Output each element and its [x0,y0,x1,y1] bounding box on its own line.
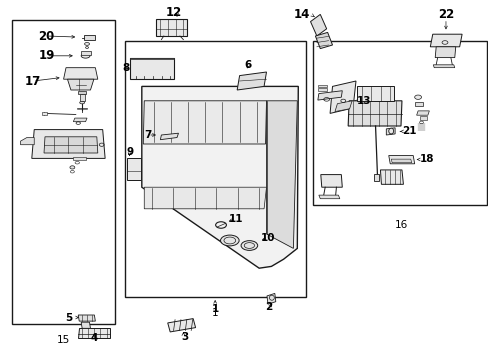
Polygon shape [78,315,95,321]
Bar [12,20,115,324]
Polygon shape [167,319,195,332]
Polygon shape [63,68,98,79]
Polygon shape [310,14,326,36]
Bar [81,51,91,55]
Ellipse shape [388,128,393,134]
Polygon shape [390,159,411,163]
Polygon shape [67,79,94,90]
Polygon shape [347,101,401,126]
Polygon shape [266,293,275,304]
Ellipse shape [70,166,75,169]
Text: 8: 8 [122,63,129,73]
Text: 20: 20 [38,30,55,42]
Bar [373,174,379,181]
Text: 1: 1 [211,303,218,314]
Polygon shape [329,81,355,113]
Polygon shape [356,86,393,101]
Polygon shape [317,91,342,100]
Bar [317,88,326,91]
Text: 16: 16 [393,220,407,230]
Polygon shape [416,111,428,115]
Text: 4: 4 [90,333,98,343]
Polygon shape [44,137,98,153]
Polygon shape [144,187,266,209]
Polygon shape [78,91,86,94]
Polygon shape [73,118,87,122]
Polygon shape [129,58,173,59]
Bar [124,41,305,297]
Polygon shape [434,47,455,58]
Polygon shape [32,130,105,158]
Text: 13: 13 [356,96,371,106]
Ellipse shape [414,95,421,99]
Text: 17: 17 [25,75,41,87]
Polygon shape [388,156,414,164]
Bar [312,41,486,205]
Polygon shape [237,72,266,90]
Polygon shape [432,65,454,68]
Text: 9: 9 [126,147,133,157]
Bar [419,116,426,120]
Bar [84,35,95,40]
Text: 19: 19 [38,49,55,62]
Bar [127,158,141,180]
Ellipse shape [80,102,84,104]
Text: 12: 12 [165,6,182,19]
Text: 22: 22 [437,8,453,21]
Polygon shape [429,34,461,47]
Bar [414,102,423,106]
Polygon shape [386,128,394,135]
Polygon shape [315,32,332,49]
Polygon shape [318,195,339,199]
Bar [41,112,47,115]
Text: 11: 11 [228,214,243,224]
Text: 3: 3 [181,332,188,342]
Polygon shape [160,133,178,140]
Ellipse shape [84,42,89,45]
Text: 7: 7 [144,130,152,140]
Text: 10: 10 [260,233,275,243]
Ellipse shape [81,54,90,58]
Bar [129,58,173,79]
Polygon shape [320,175,342,187]
Ellipse shape [241,241,257,251]
Polygon shape [81,322,90,328]
Text: 15: 15 [57,335,70,345]
Text: 2: 2 [265,302,272,312]
Polygon shape [78,328,110,338]
Polygon shape [380,170,403,184]
Polygon shape [142,86,298,268]
Polygon shape [73,157,85,160]
Bar [317,85,326,87]
Text: 14: 14 [293,8,310,21]
Text: 5: 5 [65,312,72,323]
Bar [80,94,84,101]
Text: 1: 1 [211,308,218,318]
Polygon shape [334,101,351,112]
Text: 6: 6 [244,60,251,70]
Polygon shape [266,101,297,248]
Ellipse shape [220,235,239,246]
Polygon shape [20,138,34,145]
Text: 18: 18 [419,154,433,165]
Polygon shape [143,101,266,144]
Bar [155,19,187,36]
Text: 21: 21 [401,126,416,136]
